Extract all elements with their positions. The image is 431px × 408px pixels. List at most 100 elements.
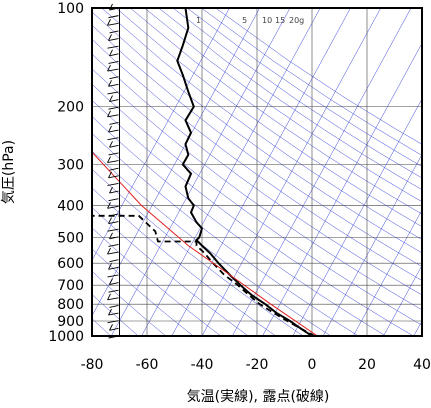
wind-barb (109, 236, 119, 240)
dry-adiabat (101, 8, 422, 240)
dry-adiabat (92, 99, 414, 336)
mixing-ratio-line (322, 153, 422, 336)
dry-adiabat (92, 270, 166, 336)
dry-adiabat (92, 68, 422, 311)
wind-barb (108, 106, 119, 110)
mixing-ratio-line (111, 8, 291, 336)
wind-barb (107, 205, 119, 209)
wind-barb-flag (108, 80, 112, 87)
x-tick-label: -20 (246, 357, 269, 373)
wind-barb (107, 228, 119, 232)
mixing-ratio-line (201, 8, 381, 336)
wind-barb (107, 91, 119, 95)
dry-adiabat (92, 38, 422, 281)
wind-barb-flag (109, 324, 113, 331)
wind-barb (108, 129, 119, 133)
wind-barb (107, 137, 119, 141)
wind-barb-flag (108, 308, 112, 316)
wind-barb (108, 83, 119, 87)
dry-adiabat (92, 24, 422, 267)
wind-barb-flag (107, 293, 111, 301)
y-tick-label: 100 (57, 1, 84, 17)
mixing-ratio-label: 20g (289, 16, 304, 25)
dry-adiabat (215, 8, 422, 145)
y-axis-label: 気圧(hPa) (1, 140, 17, 204)
mixing-ratio-line (383, 264, 422, 336)
wind-barb (108, 15, 119, 19)
wind-barb-flag (108, 34, 112, 41)
wind-barb (107, 320, 119, 324)
wind-barb-flag (107, 19, 111, 26)
dry-adiabat (92, 150, 331, 336)
x-tick-label: -60 (136, 357, 159, 373)
y-tick-label: 200 (57, 100, 84, 116)
mixing-ratio-line (171, 8, 351, 336)
wind-barb (109, 76, 119, 80)
wind-barb-flag (108, 217, 112, 224)
wind-barb-flag (108, 125, 112, 133)
mixing-ratio-line (232, 8, 412, 336)
wind-barb-flag (108, 171, 112, 179)
dry-adiabat (92, 187, 276, 336)
wind-barb (107, 251, 119, 255)
dry-adiabat (92, 294, 139, 336)
wind-barb (107, 297, 119, 301)
dry-adiabat (158, 8, 422, 191)
wind-barb (108, 244, 119, 247)
wind-barb-flag (109, 232, 113, 240)
mixing-ratio-line (262, 42, 422, 336)
y-tick-label: 900 (57, 314, 84, 330)
x-tick-label: -80 (81, 357, 104, 373)
wind-barb (107, 68, 119, 72)
parcel-curve-line (92, 151, 318, 336)
dry-adiabat (92, 227, 221, 336)
wind-barbs (107, 3, 120, 339)
wind-barb-flag (109, 278, 113, 285)
wind-barb (108, 38, 119, 41)
wind-barb-flag (107, 110, 111, 117)
wind-barb (109, 259, 119, 263)
plot-frame (91, 7, 423, 337)
wind-barb (109, 213, 119, 217)
mixing-ratio-line (292, 98, 422, 336)
wind-barb (108, 221, 119, 225)
x-tick-label: 20 (358, 357, 376, 373)
wind-barb (109, 190, 119, 194)
wind-barb-flag (108, 263, 112, 270)
wind-barb (109, 144, 119, 148)
wind-barb-flag (107, 64, 111, 72)
dry-adiabat (92, 11, 422, 254)
mixing-ratio-line (92, 8, 230, 261)
wind-barb (109, 282, 119, 286)
mixing-ratio-label: 15 (275, 16, 285, 25)
wind-barb (107, 160, 119, 164)
x-axis-ticks: -80 -60 -40 -20 0 20 40 (81, 357, 431, 373)
wind-barb (107, 22, 119, 26)
x-tick-label: -40 (191, 357, 214, 373)
wind-barb (109, 30, 119, 34)
temperature-line (176, 8, 313, 336)
mixing-ratio-label: 5 (242, 16, 247, 25)
dry-adiabat (130, 8, 422, 215)
wind-barb (108, 198, 119, 202)
dry-adiabat (201, 8, 422, 156)
wind-barb (107, 114, 119, 118)
wind-barb (109, 99, 119, 102)
dry-adiabat (92, 133, 359, 336)
dry-adiabat (144, 8, 422, 203)
y-tick-label: 700 (57, 278, 84, 294)
dry-adiabat (172, 8, 422, 179)
y-tick-label: 400 (57, 198, 84, 214)
wind-barb-flag (109, 186, 113, 194)
mixing-ratio-line (141, 8, 321, 336)
wind-barb (109, 121, 119, 125)
dry-adiabat (92, 207, 249, 336)
wind-barb-flag (109, 141, 113, 148)
mixing-ratio-label: 10 (262, 16, 272, 25)
wind-barb-flag (107, 202, 111, 209)
wind-barb (107, 274, 119, 278)
y-tick-label: 500 (57, 230, 84, 246)
